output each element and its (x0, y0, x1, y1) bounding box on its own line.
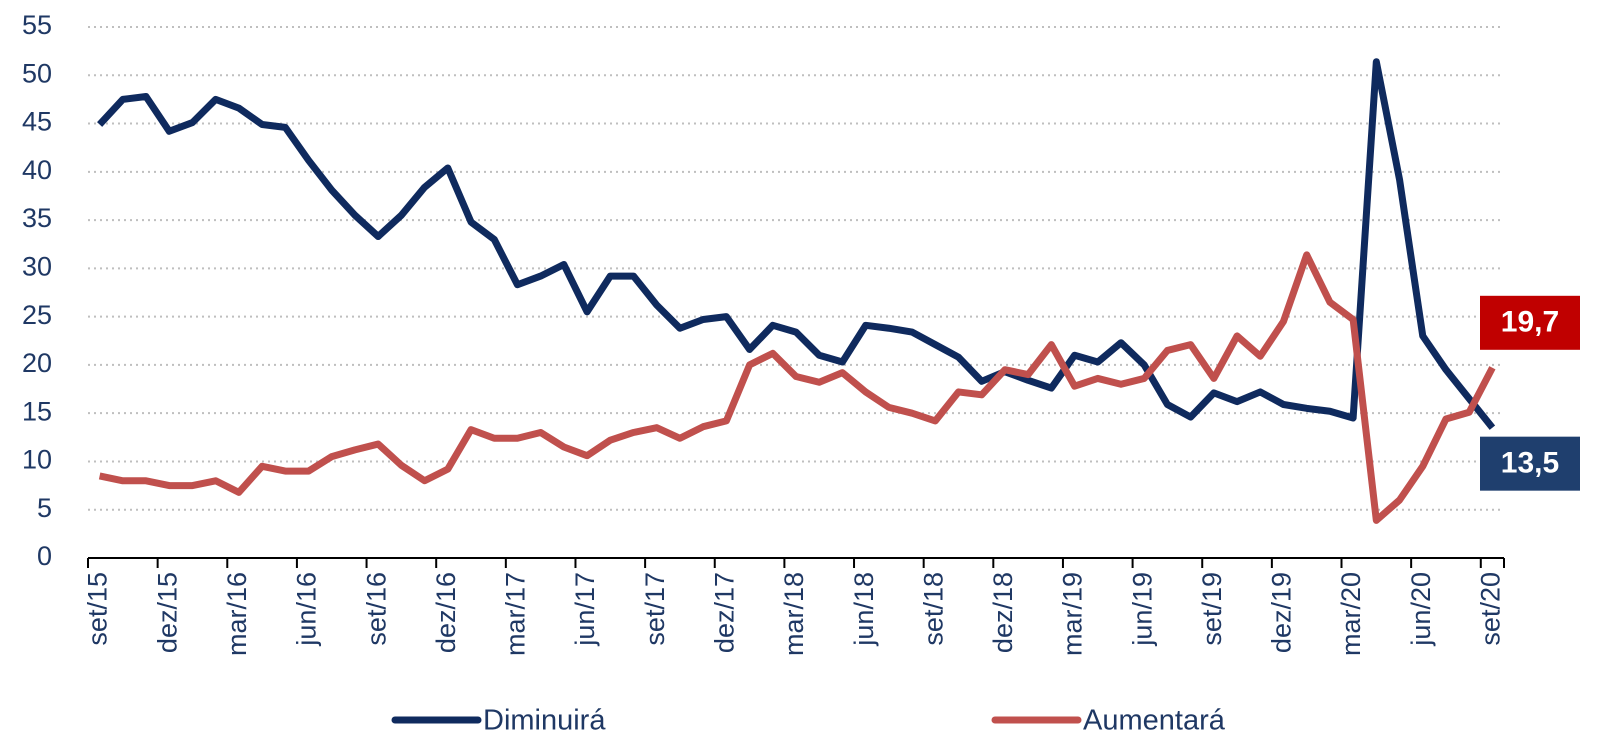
x-tick-label: mar/18 (779, 572, 809, 656)
y-tick-label: 45 (22, 107, 52, 137)
x-tick-label: set/19 (1197, 572, 1227, 646)
series-line (97, 58, 1496, 430)
x-tick-label: mar/16 (222, 572, 252, 656)
y-tick-label: 40 (22, 155, 52, 185)
x-tick-label: mar/20 (1336, 572, 1366, 656)
x-tick-label: jun/20 (1406, 572, 1436, 647)
x-tick-label: mar/17 (501, 572, 531, 656)
y-tick-label: 25 (22, 300, 52, 330)
x-tick-label: jun/16 (292, 572, 322, 647)
x-tick-label: jun/18 (849, 572, 879, 647)
y-tick-label: 35 (22, 203, 52, 233)
x-tick-label: set/18 (918, 572, 948, 646)
x-tick-label: dez/17 (709, 572, 739, 653)
y-tick-label: 10 (22, 445, 52, 475)
value-label-box (1480, 436, 1580, 491)
y-tick-label: 50 (22, 58, 52, 88)
x-tick-label: jun/17 (570, 572, 600, 647)
y-tick-label: 30 (22, 251, 52, 281)
y-tick-label: 0 (37, 541, 52, 571)
value-label-text: 13,5 (1501, 447, 1559, 480)
x-tick-label: set/15 (83, 572, 113, 646)
y-tick-label: 15 (22, 396, 52, 426)
x-tick-label: set/20 (1476, 572, 1506, 646)
value-label: 19,7 (1480, 295, 1580, 350)
x-tick-label: set/16 (361, 572, 391, 646)
x-tick-label: set/17 (640, 572, 670, 646)
legend-label: Diminuirá (483, 705, 606, 737)
y-tick-label: 20 (22, 348, 52, 378)
x-tick-label: mar/19 (1058, 572, 1088, 656)
y-tick-label: 5 (37, 493, 52, 523)
x-tick-label: dez/16 (431, 572, 461, 653)
y-tick-label: 55 (22, 10, 52, 40)
series-line (98, 251, 1496, 524)
x-tick-label: dez/15 (152, 572, 182, 653)
value-label: 13,5 (1480, 436, 1580, 491)
x-tick-label: dez/18 (988, 572, 1018, 653)
x-tick-label: jun/19 (1127, 572, 1157, 647)
value-label-text: 19,7 (1501, 306, 1559, 339)
legend-label: Aumentará (1083, 705, 1226, 737)
x-tick-label: dez/19 (1267, 572, 1297, 653)
value-label-box (1480, 295, 1580, 350)
